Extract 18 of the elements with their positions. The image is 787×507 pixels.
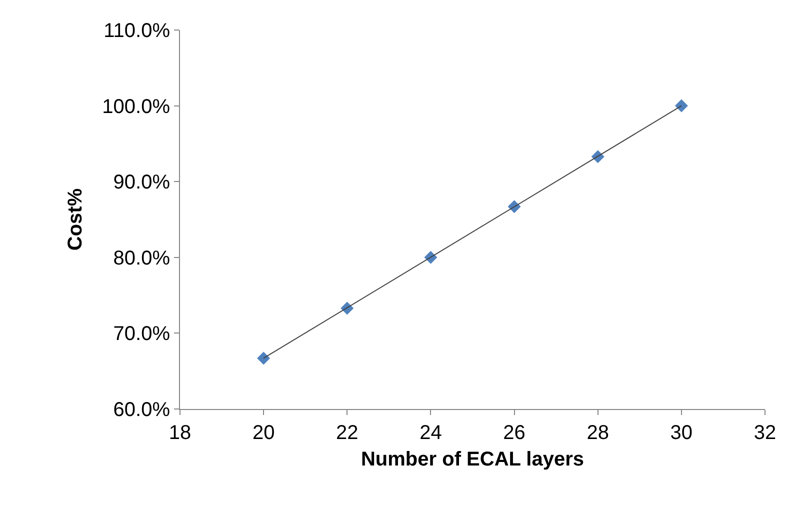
x-tick-label: 22 <box>336 422 358 444</box>
x-tick-label: 18 <box>168 422 192 444</box>
y-tick-label: 80.0% <box>113 247 170 270</box>
x-tick-label: 32 <box>754 422 776 444</box>
x-tick-label: 26 <box>503 422 526 444</box>
x-tick-label: 30 <box>670 422 693 444</box>
x-tick-label: 28 <box>586 422 609 444</box>
y-tick-label: 70.0% <box>113 323 170 346</box>
y-tick-label: 90.0% <box>113 172 170 194</box>
y-tick-label: 60.0% <box>113 399 170 421</box>
y-axis-title: Cost% <box>64 188 87 251</box>
x-axis-title: Number of ECAL layers <box>360 448 584 470</box>
point <box>257 352 270 365</box>
y-tick-label: 100.0% <box>102 96 170 118</box>
point <box>674 99 688 112</box>
x-tick-label: 24 <box>420 422 442 444</box>
x-tick-label: 20 <box>252 422 275 444</box>
y-tick-label: 110.0% <box>104 20 170 42</box>
